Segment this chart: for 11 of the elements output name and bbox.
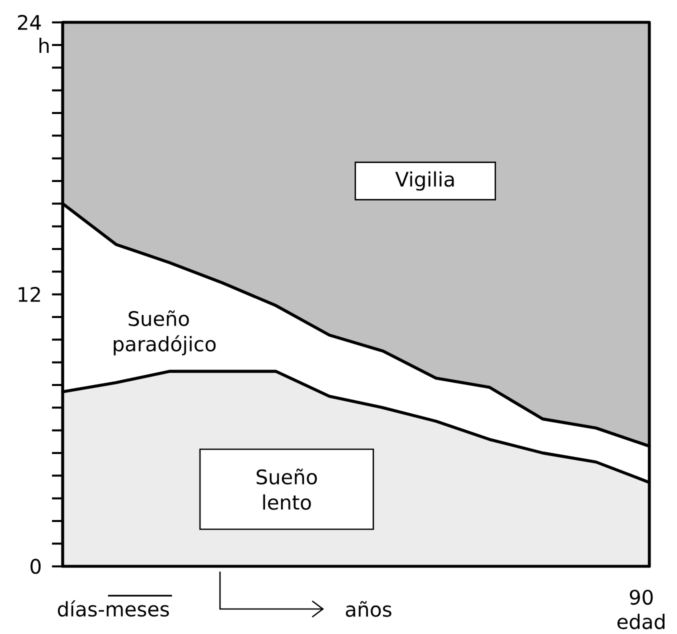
y-tick-label: 12 [18,287,40,302]
series-label: Sueño lento [256,468,317,510]
x-tick-label: 90 [630,590,653,606]
text: años [346,601,392,618]
y-tick-label: 0 [30,558,41,574]
text: días-meses [58,600,169,617]
y-axis-title: h [39,38,49,54]
series-label: Sueño paradójico [114,310,216,356]
y-tick-label: 24 [18,15,41,30]
x-axis-title: edad [617,614,664,630]
series-label: Vigilia [395,172,454,191]
